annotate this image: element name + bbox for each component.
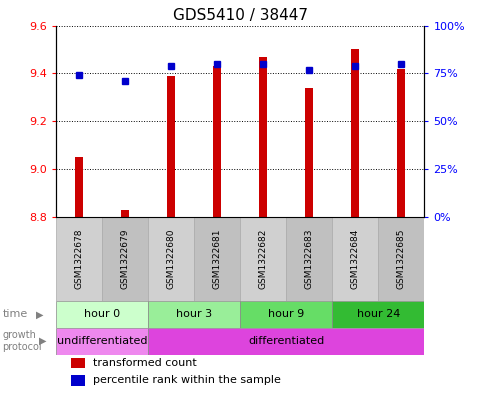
Text: growth
protocol: growth protocol (2, 331, 42, 352)
Bar (102, 217, 148, 301)
Text: GSM1322681: GSM1322681 (212, 229, 221, 289)
Bar (121, 210, 129, 217)
Bar (258, 57, 267, 217)
Bar (148, 328, 424, 354)
Text: hour 0: hour 0 (84, 309, 120, 320)
Text: hour 24: hour 24 (356, 309, 399, 320)
Bar (70, 358, 85, 368)
Text: time: time (2, 309, 28, 320)
Bar (240, 301, 332, 328)
Bar (304, 88, 313, 217)
Bar (166, 76, 175, 217)
Text: GSM1322682: GSM1322682 (258, 229, 267, 289)
Text: ▶: ▶ (36, 309, 44, 320)
Text: undifferentiated: undifferentiated (57, 336, 147, 346)
Text: ▶: ▶ (39, 336, 46, 346)
Bar (350, 50, 359, 217)
Title: GDS5410 / 38447: GDS5410 / 38447 (172, 8, 307, 23)
Text: percentile rank within the sample: percentile rank within the sample (92, 375, 280, 386)
Bar (212, 66, 221, 217)
Bar (194, 217, 240, 301)
Text: GSM1322680: GSM1322680 (166, 229, 175, 289)
Bar (70, 375, 85, 386)
Text: hour 9: hour 9 (268, 309, 303, 320)
Text: GSM1322683: GSM1322683 (304, 229, 313, 289)
Bar (56, 328, 148, 354)
Text: GSM1322684: GSM1322684 (350, 229, 359, 289)
Text: GSM1322685: GSM1322685 (396, 229, 405, 289)
Text: hour 3: hour 3 (176, 309, 212, 320)
Text: transformed count: transformed count (92, 358, 196, 368)
Bar (332, 217, 378, 301)
Text: GSM1322679: GSM1322679 (120, 229, 129, 289)
Bar (56, 301, 148, 328)
Bar (240, 217, 286, 301)
Text: differentiated: differentiated (247, 336, 324, 346)
Bar (286, 217, 332, 301)
Bar (396, 69, 405, 217)
Bar (148, 217, 194, 301)
Bar (332, 301, 424, 328)
Bar (56, 217, 102, 301)
Text: GSM1322678: GSM1322678 (74, 229, 83, 289)
Bar (75, 157, 83, 217)
Bar (378, 217, 424, 301)
Bar (148, 301, 240, 328)
